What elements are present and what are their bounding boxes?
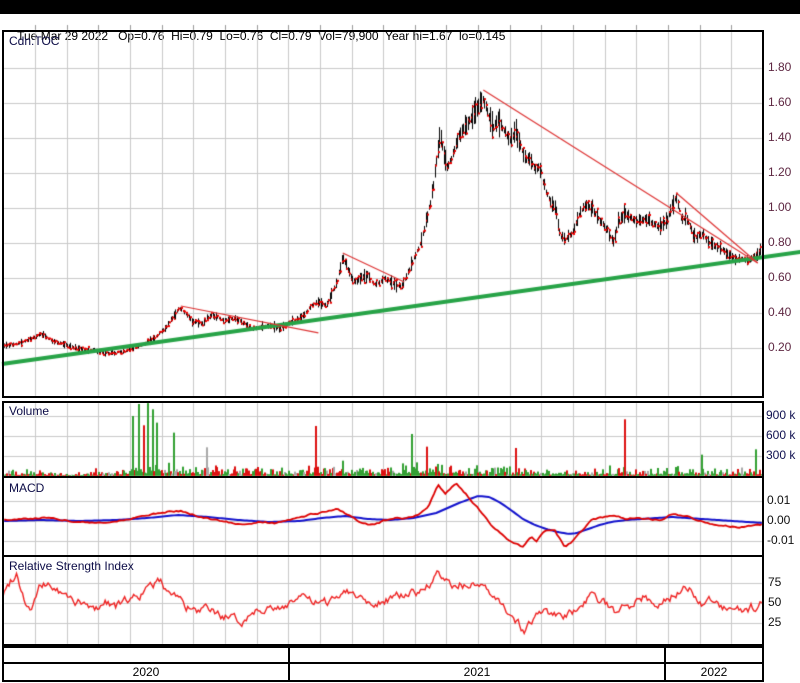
rsi-axis-tick: 25 — [768, 615, 782, 629]
rsi-panel-label: Relative Strength Index — [9, 559, 134, 573]
year-box-2021: 2021 — [288, 662, 666, 682]
price-axis-tick: 1.60 — [768, 95, 792, 109]
volume-panel-label: Volume — [9, 404, 50, 418]
price-axis-tick: 1.40 — [768, 130, 792, 144]
year-box-2020: 2020 — [2, 662, 290, 682]
macd-panel-label: MACD — [9, 481, 45, 495]
macd-axis-tick: 0.00 — [767, 513, 791, 527]
macd-axis-tick: -0.01 — [767, 533, 795, 547]
year-label-2020: 2020 — [132, 665, 160, 679]
rsi-axis-tick: 50 — [768, 595, 782, 609]
year-label-2021: 2021 — [463, 665, 491, 679]
year-box-2022: 2022 — [664, 662, 764, 682]
price-panel-label: Cdn:TOC — [9, 34, 60, 48]
year-label-2022: 2022 — [700, 665, 728, 679]
price-axis-tick: 0.20 — [768, 340, 792, 354]
price-axis-tick: 0.80 — [768, 235, 792, 249]
price-axis-tick: 0.40 — [768, 305, 792, 319]
macd-axis-tick: 0.01 — [767, 493, 791, 507]
volume-axis-tick: 300 k — [766, 447, 796, 462]
price-axis-tick: 1.00 — [768, 200, 792, 214]
price-axis-tick: 0.60 — [768, 270, 792, 284]
volume-axis-tick: 900 k — [766, 407, 796, 422]
price-axis-tick: 1.20 — [768, 165, 792, 179]
price-axis-tick: 1.80 — [768, 60, 792, 74]
volume-axis-tick: 600 k — [766, 427, 796, 442]
rsi-axis-tick: 75 — [768, 575, 782, 589]
